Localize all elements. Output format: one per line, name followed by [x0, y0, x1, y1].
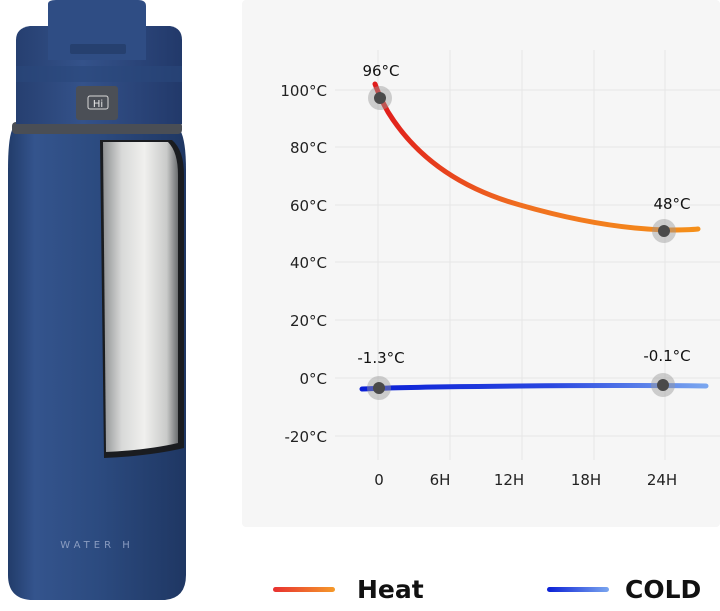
cap-badge: [76, 86, 118, 120]
heat-end-marker: [652, 219, 676, 243]
x-tick-24h: 24H: [647, 471, 677, 489]
cold-legend-swatch: [547, 587, 609, 592]
y-tick-80: 80°C: [290, 139, 327, 157]
gridlines: [335, 50, 720, 460]
heat-legend-swatch: [273, 587, 335, 592]
heat-legend-label: Heat: [357, 575, 424, 604]
product-bottle-image: Hi WATER H: [0, 0, 240, 606]
x-tick-12h: 12H: [494, 471, 524, 489]
chart-panel: [242, 0, 720, 527]
y-tick-0: 0°C: [299, 370, 327, 388]
heat-start-marker: [368, 86, 392, 110]
cold-start-marker: [367, 376, 391, 400]
chart-legend: Heat COLD: [273, 575, 701, 604]
x-tick-18h: 18H: [571, 471, 601, 489]
y-tick-minus20: -20°C: [285, 428, 327, 446]
heat-series-line: [372, 81, 701, 233]
heat-end-annotation: 48°C: [653, 195, 690, 213]
x-tick-6h: 6H: [430, 471, 451, 489]
x-tick-0: 0: [374, 471, 384, 489]
x-axis-labels: 0 6H 12H 18H 24H: [374, 471, 677, 489]
steel-window: [103, 142, 178, 452]
y-tick-40: 40°C: [290, 254, 327, 272]
cold-end-annotation: -0.1°C: [643, 347, 690, 365]
cold-end-marker: [651, 373, 675, 397]
y-tick-60: 60°C: [290, 197, 327, 215]
y-tick-20: 20°C: [290, 312, 327, 330]
heat-start-annotation: 96°C: [362, 62, 399, 80]
y-tick-100: 100°C: [280, 82, 327, 100]
brand-text: WATER H: [60, 540, 133, 551]
y-axis-labels: 100°C 80°C 60°C 40°C 20°C 0°C -20°C: [280, 82, 327, 446]
bottle-illustration: Hi WATER H: [8, 0, 186, 600]
cold-series-line: [359, 383, 709, 392]
cap-badge-text: Hi: [93, 99, 103, 110]
cold-legend-label: COLD: [625, 575, 701, 604]
cold-start-annotation: -1.3°C: [357, 349, 404, 367]
